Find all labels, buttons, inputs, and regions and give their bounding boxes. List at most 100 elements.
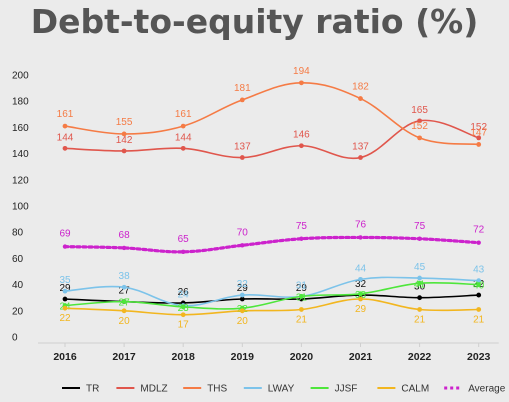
- data-label-ths: 182: [352, 82, 369, 93]
- data-label-average: 75: [414, 221, 426, 232]
- x-tick-label: 2016: [53, 351, 77, 363]
- data-label-tr: 27: [119, 286, 131, 297]
- data-point-mdlz: [180, 145, 186, 151]
- legend-label-mdlz: MDLZ: [140, 384, 167, 395]
- data-point-jjsf: [121, 299, 127, 305]
- data-label-mdlz: 146: [293, 130, 310, 141]
- data-label-jjsf: 27: [119, 298, 131, 309]
- y-tick-label: 140: [12, 149, 29, 160]
- data-label-tr: 26: [178, 287, 190, 298]
- data-point-lway: [476, 278, 482, 284]
- data-point-mdlz: [62, 145, 68, 151]
- data-point-mdlz: [417, 118, 422, 124]
- y-tick-label: 100: [12, 202, 29, 213]
- data-point-mdlz: [239, 155, 245, 160]
- data-point-average: [240, 243, 245, 248]
- data-label-calm: 17: [178, 320, 190, 331]
- y-tick-label: 0: [12, 333, 18, 344]
- data-label-calm: 29: [355, 304, 367, 315]
- data-point-tr: [417, 295, 422, 301]
- data-point-calm: [62, 305, 68, 311]
- data-label-ths: 194: [293, 66, 310, 77]
- data-point-tr: [239, 296, 245, 302]
- data-point-jjsf: [358, 291, 363, 297]
- series-line-calm: [64, 298, 479, 316]
- data-label-tr: 29: [296, 283, 308, 294]
- data-label-mdlz: 144: [175, 132, 192, 143]
- data-point-calm: [417, 307, 422, 312]
- data-point-average: [181, 249, 186, 255]
- x-tick-label: 2022: [408, 351, 432, 363]
- data-label-lway: 35: [59, 275, 71, 286]
- data-point-average: [62, 244, 68, 249]
- x-tick-label: 2020: [290, 351, 314, 363]
- legend-label-average: Average: [468, 384, 506, 395]
- data-point-calm: [239, 308, 245, 314]
- data-label-mdlz: 137: [234, 142, 251, 153]
- data-point-ths: [299, 80, 304, 86]
- data-label-jjsf: 31: [296, 292, 308, 303]
- legend-label-lway: LWAY: [268, 384, 295, 395]
- data-point-jjsf: [476, 282, 482, 287]
- chart-title: Debt-to-equity ratio (%): [30, 2, 479, 41]
- data-point-calm: [121, 308, 127, 314]
- series-line-lway: [64, 276, 479, 307]
- data-point-average: [121, 245, 127, 251]
- data-label-ths: 147: [470, 127, 487, 138]
- data-label-lway: 43: [473, 265, 485, 276]
- data-label-calm: 22: [59, 313, 71, 324]
- data-label-jjsf: 40: [473, 281, 485, 292]
- data-label-calm: 21: [296, 314, 308, 325]
- data-point-tr: [62, 296, 68, 302]
- series-line-jjsf: [64, 281, 479, 310]
- data-label-mdlz: 165: [411, 105, 428, 116]
- data-point-ths: [358, 96, 363, 101]
- y-tick-label: 180: [12, 97, 29, 108]
- data-label-average: 68: [119, 230, 131, 241]
- legend-label-jjsf: JJSF: [335, 384, 358, 395]
- data-label-ths: 161: [57, 109, 74, 120]
- data-point-calm: [299, 307, 304, 312]
- data-label-tr: 29: [59, 283, 71, 294]
- data-label-mdlz: 144: [57, 132, 74, 143]
- data-point-lway: [239, 292, 245, 298]
- data-point-lway: [417, 275, 422, 281]
- data-label-ths: 161: [175, 109, 192, 120]
- data-label-average: 72: [473, 225, 485, 236]
- y-tick-label: 120: [12, 175, 29, 186]
- data-point-jjsf: [417, 280, 422, 286]
- y-tick-label: 60: [12, 254, 24, 265]
- legend-label-calm: CALM: [401, 384, 429, 395]
- data-point-calm: [358, 296, 363, 302]
- data-label-ths: 152: [411, 121, 428, 132]
- data-label-mdlz: 152: [470, 122, 487, 133]
- data-label-tr: 29: [237, 283, 249, 294]
- data-point-calm: [180, 312, 186, 318]
- data-label-lway: 32: [237, 279, 249, 290]
- data-point-lway: [121, 284, 127, 290]
- data-point-average: [476, 240, 481, 245]
- data-point-lway: [358, 276, 363, 282]
- data-point-average: [299, 236, 304, 241]
- data-point-mdlz: [476, 135, 482, 141]
- data-point-lway: [62, 288, 68, 294]
- data-point-mdlz: [121, 148, 127, 154]
- x-tick-label: 2023: [467, 351, 491, 363]
- data-point-ths: [121, 131, 127, 137]
- y-tick-label: 80: [12, 228, 24, 239]
- series-line-average: [63, 235, 481, 254]
- legend-label-ths: THS: [207, 384, 227, 395]
- x-tick-label: 2017: [112, 351, 136, 363]
- data-point-ths: [417, 135, 422, 141]
- data-label-average: 75: [296, 221, 308, 232]
- data-label-calm: 21: [473, 314, 485, 325]
- y-tick-label: 160: [12, 123, 29, 134]
- y-tick-label: 20: [12, 306, 24, 317]
- data-label-average: 76: [355, 219, 367, 230]
- data-point-average: [417, 236, 422, 241]
- data-point-jjsf: [299, 293, 304, 299]
- data-point-tr: [476, 292, 482, 298]
- data-point-mdlz: [358, 155, 363, 160]
